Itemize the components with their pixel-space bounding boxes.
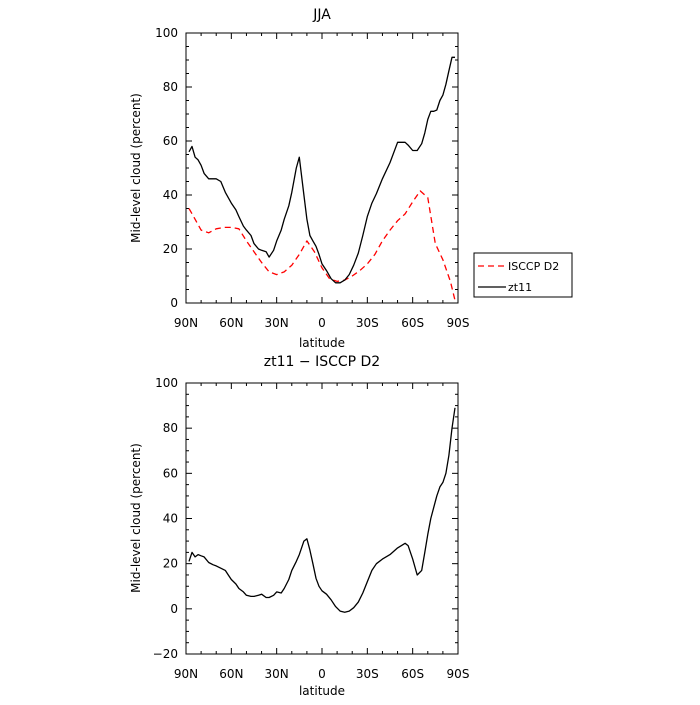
y-tick-label: 80 bbox=[163, 80, 178, 94]
legend-entry-zt11: zt11 bbox=[508, 281, 532, 294]
x-tick-label: 0 bbox=[318, 316, 326, 330]
series-line-difference bbox=[188, 407, 456, 613]
y-tick-label: −20 bbox=[153, 647, 178, 661]
y-tick-label: 0 bbox=[170, 602, 178, 616]
x-tick-label: 90N bbox=[174, 667, 198, 681]
y-tick-label: 100 bbox=[155, 376, 178, 390]
plot-frame bbox=[185, 382, 459, 655]
axis-ticks: 90N 60N 30N 0 30S 60S 90S −20 0 20 40 60 80 100 bbox=[153, 376, 470, 681]
y-tick-label: 60 bbox=[163, 466, 178, 480]
x-tick-label: 30S bbox=[356, 316, 379, 330]
x-tick-label: 90S bbox=[447, 667, 470, 681]
series-layer bbox=[188, 56, 456, 301]
panel-difference: zt11 − ISCCP D2 90N 60N 30N 0 30S 60S 90S −20 0 2… bbox=[129, 354, 469, 698]
y-axis-label: Mid-level cloud (percent) bbox=[129, 443, 143, 593]
x-axis-label: latitude bbox=[299, 684, 345, 698]
y-axis-label: Mid-level cloud (percent) bbox=[129, 93, 143, 243]
x-tick-label: 30S bbox=[356, 667, 379, 681]
x-tick-label: 60S bbox=[401, 667, 424, 681]
x-tick-label: 90N bbox=[174, 316, 198, 330]
series-line-zt11 bbox=[188, 56, 455, 284]
y-tick-label: 100 bbox=[155, 26, 178, 40]
x-tick-label: 30N bbox=[265, 316, 289, 330]
x-axis-label: latitude bbox=[299, 336, 345, 350]
legend-box bbox=[473, 252, 573, 298]
panel-jja: JJA 90N 60N 30N 0 30S 60S 90S 0 20 40 60 80 100 lati… bbox=[129, 7, 573, 350]
y-tick-label: 40 bbox=[163, 512, 178, 526]
y-tick-label: 20 bbox=[163, 557, 178, 571]
y-tick-label: 0 bbox=[170, 296, 178, 310]
x-tick-label: 30N bbox=[265, 667, 289, 681]
x-tick-label: 60N bbox=[219, 667, 243, 681]
legend-entry-isccp: ISCCP D2 bbox=[508, 260, 559, 273]
series-line-isccp-d2 bbox=[188, 190, 456, 301]
y-tick-label: 20 bbox=[163, 242, 178, 256]
x-tick-label: 60N bbox=[219, 316, 243, 330]
y-tick-label: 60 bbox=[163, 134, 178, 148]
x-tick-label: 0 bbox=[318, 667, 326, 681]
series-layer bbox=[188, 407, 456, 613]
chart-title: JJA bbox=[312, 7, 331, 23]
x-tick-label: 60S bbox=[401, 316, 424, 330]
axis-ticks: 90N 60N 30N 0 30S 60S 90S 0 20 40 60 80 100 bbox=[155, 26, 469, 330]
y-tick-label: 40 bbox=[163, 188, 178, 202]
x-tick-label: 90S bbox=[447, 316, 470, 330]
y-tick-label: 80 bbox=[163, 421, 178, 435]
chart-title: zt11 − ISCCP D2 bbox=[264, 354, 380, 370]
legend: ISCCP D2 zt11 bbox=[473, 252, 573, 298]
